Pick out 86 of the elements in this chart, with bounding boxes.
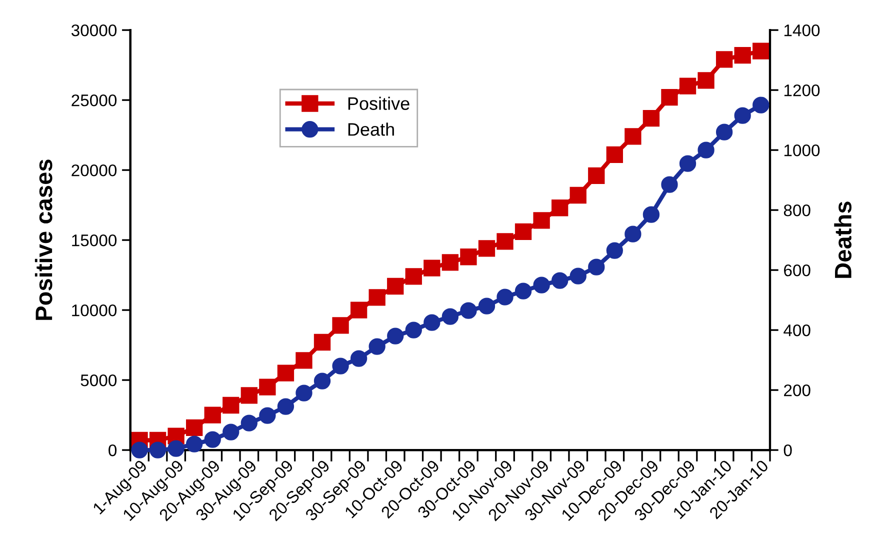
point: [679, 78, 696, 94]
point: [478, 240, 496, 257]
point: [222, 396, 240, 414]
point: [570, 268, 586, 284]
point: [642, 110, 660, 127]
point: [186, 419, 203, 436]
point: [314, 334, 331, 351]
y-tick-label: 25000: [72, 94, 117, 106]
y2-tick-label: 800: [784, 204, 810, 216]
point: [405, 322, 422, 338]
point: [240, 387, 258, 404]
point: [259, 407, 276, 424]
point: [478, 298, 496, 314]
point: [424, 260, 440, 276]
y2-tick-label: 200: [784, 384, 810, 396]
point: [606, 242, 623, 259]
point: [332, 317, 349, 334]
y-tick-label: 5000: [80, 374, 117, 386]
point: [277, 398, 294, 415]
legend-label: Positive: [348, 96, 410, 110]
point: [442, 308, 459, 325]
point: [204, 406, 221, 424]
point: [387, 278, 404, 295]
point: [552, 272, 568, 289]
y2-tick-label: 0: [784, 444, 792, 456]
point: [204, 431, 221, 448]
point: [368, 289, 386, 306]
point: [716, 51, 733, 68]
point: [314, 372, 331, 390]
y2-tick-label: 600: [784, 264, 810, 276]
y-tick-label: 10000: [72, 304, 117, 316]
point: [387, 328, 404, 344]
point: [368, 338, 386, 355]
point: [460, 302, 477, 319]
point: [514, 282, 532, 300]
point: [698, 72, 714, 89]
point: [734, 107, 751, 124]
point: [642, 206, 660, 223]
point: [296, 352, 312, 369]
point: [296, 384, 312, 402]
point: [752, 42, 770, 60]
point: [442, 254, 459, 271]
point: [588, 167, 605, 184]
point: [588, 258, 605, 276]
point: [698, 142, 714, 158]
legend-label: Death: [348, 122, 394, 136]
point: [679, 155, 696, 172]
point: [514, 223, 532, 240]
point: [496, 233, 514, 250]
point: [533, 212, 550, 229]
y2-axis-title: Deaths: [834, 202, 852, 278]
point: [240, 414, 258, 432]
point: [131, 442, 148, 458]
point: [570, 186, 586, 204]
point: [606, 146, 623, 164]
point: [222, 424, 240, 440]
y-tick-label: 0: [108, 444, 117, 456]
y-axis-title: Positive cases: [34, 160, 52, 320]
point: [552, 200, 568, 216]
point: [661, 88, 678, 106]
point: [350, 350, 368, 367]
point: [277, 364, 294, 382]
point: [332, 358, 349, 374]
point: [661, 176, 678, 193]
point: [624, 128, 642, 145]
point: [716, 124, 733, 140]
point: [424, 314, 440, 331]
y-tick-label: 15000: [72, 234, 117, 246]
y2-tick-label: 1000: [784, 144, 820, 156]
point: [149, 442, 166, 458]
point: [734, 46, 751, 64]
point: [405, 268, 422, 285]
point: [259, 378, 276, 396]
point: [460, 248, 477, 266]
point: [533, 276, 550, 294]
point: [168, 440, 184, 457]
point: [496, 288, 514, 306]
point: [624, 226, 642, 242]
point: [752, 96, 770, 114]
y-tick-label: 20000: [72, 164, 117, 176]
y2-tick-label: 1200: [784, 84, 820, 96]
point: [350, 302, 368, 318]
y-tick-label: 30000: [71, 24, 117, 36]
y2-tick-label: 1400: [784, 24, 820, 36]
y2-tick-label: 400: [784, 324, 810, 336]
point: [186, 436, 203, 452]
